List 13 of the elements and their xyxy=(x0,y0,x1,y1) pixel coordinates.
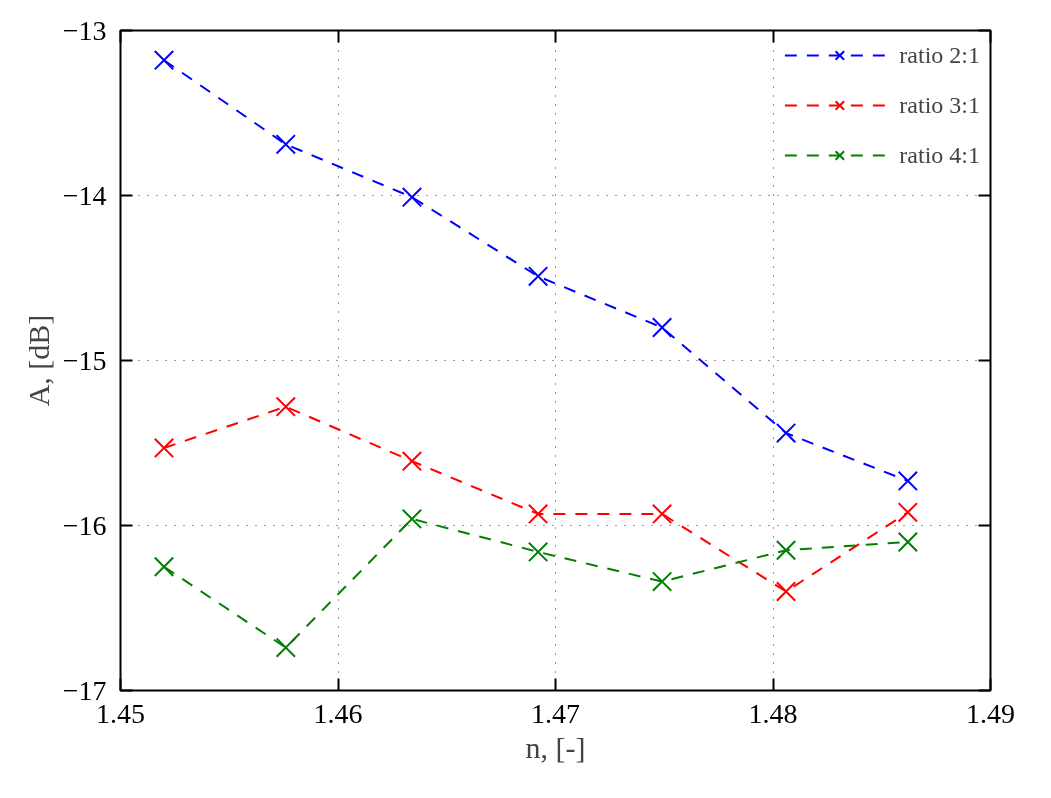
y-tick-label: −13 xyxy=(62,14,107,46)
legend-label: ratio 2:1 xyxy=(899,41,980,69)
y-axis-title: A, [dB] xyxy=(21,314,55,407)
x-tick-label: 1.49 xyxy=(966,697,1015,729)
x-tick-label: 1.46 xyxy=(313,697,363,729)
legend-label: ratio 3:1 xyxy=(899,91,980,119)
y-tick-label: −15 xyxy=(62,344,107,376)
x-tick-label: 1.48 xyxy=(748,697,798,729)
x-axis-title: n, [-] xyxy=(525,730,586,764)
y-tick-label: −14 xyxy=(62,179,107,211)
y-tick-label: −16 xyxy=(62,509,107,541)
legend-label: ratio 4:1 xyxy=(899,141,980,169)
x-tick-label: 1.47 xyxy=(531,697,580,729)
